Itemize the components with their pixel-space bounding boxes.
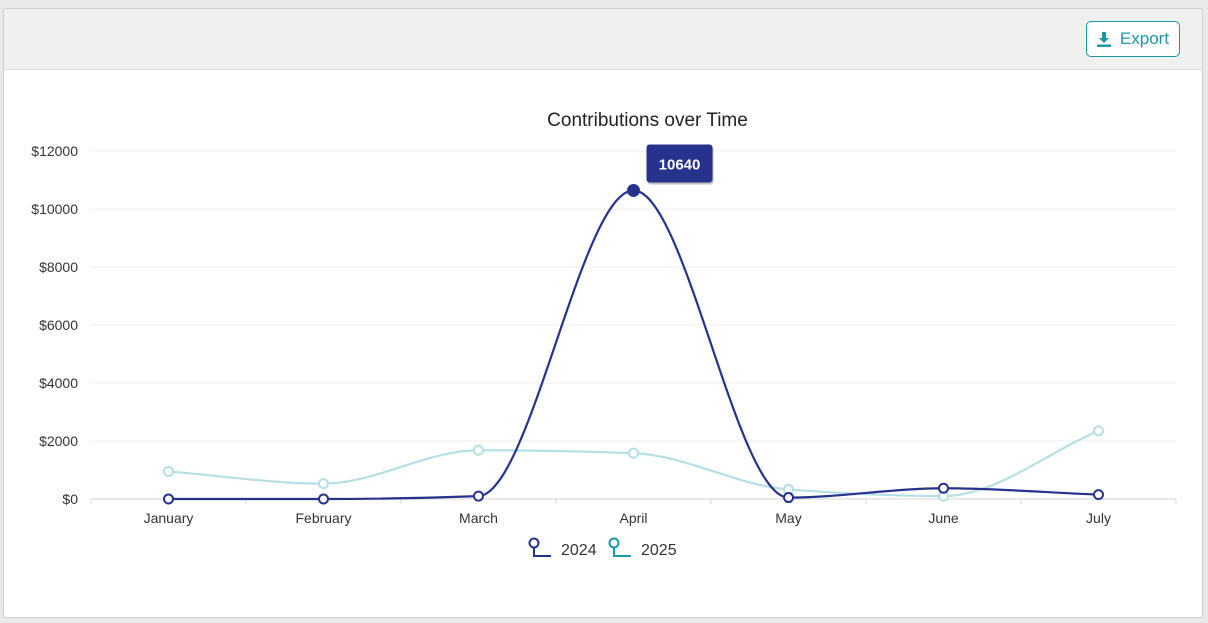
y-tick-label: $4000 xyxy=(39,375,78,391)
data-point-2025[interactable] xyxy=(318,478,329,490)
chart-title: Contributions over Time xyxy=(547,110,748,131)
data-point-2024[interactable] xyxy=(163,493,174,505)
data-point-2024[interactable] xyxy=(783,492,794,504)
data-point-2024[interactable] xyxy=(473,490,484,502)
data-point-2025[interactable] xyxy=(1093,425,1104,437)
x-tick-label: March xyxy=(459,510,498,526)
line-chart: $0 $2000 $4000 $6000 $8000 $10000 $12000 Januar… xyxy=(31,110,1177,560)
y-tick-label: $8000 xyxy=(39,259,78,275)
data-point-2025[interactable] xyxy=(473,444,484,456)
legend-marker-icon xyxy=(608,537,620,549)
data-point-2024[interactable] xyxy=(1093,489,1104,501)
tooltip: 10640 xyxy=(646,144,714,185)
export-button[interactable]: Export xyxy=(1086,21,1180,57)
data-point-2025[interactable] xyxy=(628,447,639,459)
legend-line-icon xyxy=(613,548,631,557)
card-header: Export xyxy=(4,9,1202,70)
legend-label: 2024 xyxy=(561,542,597,559)
legend-marker-icon xyxy=(528,537,540,549)
x-tick-label: April xyxy=(619,510,647,526)
y-tick-label: $6000 xyxy=(39,317,78,333)
download-icon xyxy=(1096,31,1111,47)
data-point-2024[interactable] xyxy=(627,183,640,197)
x-tick-label: January xyxy=(144,510,194,526)
legend-label: 2025 xyxy=(641,542,677,559)
data-point-2025[interactable] xyxy=(163,465,174,477)
y-tick-label: $10000 xyxy=(31,201,78,217)
legend-item-2024[interactable]: 2024 xyxy=(528,537,597,560)
tooltip-box xyxy=(646,144,713,183)
x-tick-label: June xyxy=(928,510,959,526)
x-tick-label: February xyxy=(295,510,351,526)
data-point-2024[interactable] xyxy=(318,493,329,505)
legend-line-icon xyxy=(533,548,551,557)
tooltip-value: 10640 xyxy=(659,156,701,173)
y-tick-label: $0 xyxy=(62,491,78,507)
y-tick-label: $12000 xyxy=(31,143,78,159)
x-tick-label: July xyxy=(1086,510,1111,526)
export-label: Export xyxy=(1119,29,1170,48)
legend-item-2025[interactable]: 2025 xyxy=(608,537,677,560)
x-tick-label: May xyxy=(775,510,801,526)
data-point-2024[interactable] xyxy=(938,482,949,494)
chart-card: Export $0 $2000 $4000 $6000 $8000 $10000 $1200… xyxy=(3,8,1203,618)
y-tick-label: $2000 xyxy=(39,433,78,449)
